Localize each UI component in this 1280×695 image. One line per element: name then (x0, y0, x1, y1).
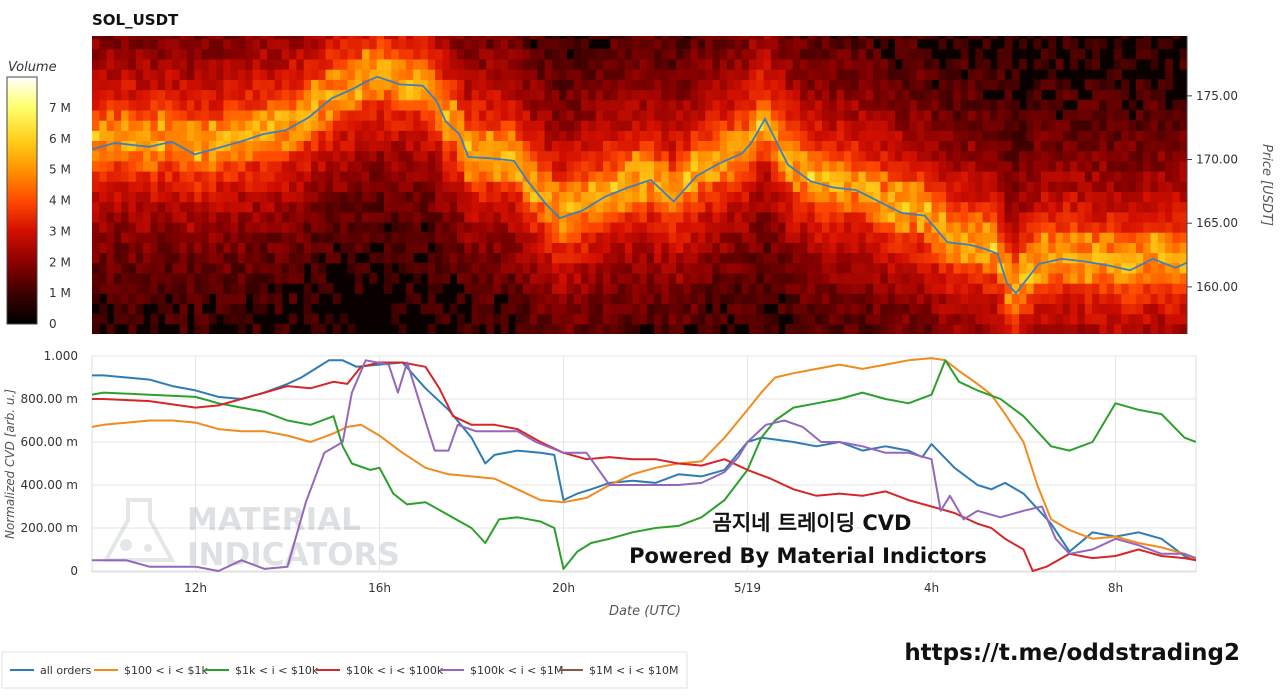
legend-item[interactable]: $10k < i < $100k (316, 664, 444, 677)
colorbar-tick-label: 6 M (49, 132, 71, 146)
heatmap-y-tick-label: 175.00 (1196, 89, 1238, 103)
cvd-y-tick-label: 400.00 m (21, 478, 79, 492)
cvd-x-tick-label: 4h (924, 581, 939, 595)
colorbar-tick-label: 3 M (49, 224, 71, 238)
legend-label: $10k < i < $100k (346, 664, 444, 677)
cvd-series-line (92, 359, 1196, 570)
heatmap-title: SOL_USDT (92, 11, 179, 29)
colorbar-tick-label: 7 M (49, 101, 71, 115)
legend-item[interactable]: $1k < i < $10k (205, 664, 319, 677)
cvd-series-line (92, 357, 1196, 562)
colorbar (6, 76, 38, 325)
heatmap-y-label: Price [USDT] (1259, 144, 1274, 226)
legend-label: all orders (40, 664, 92, 677)
cvd-series-line (92, 361, 1196, 572)
colorbar-ticks: 0 1 M 2 M 3 M 4 M 5 M 6 M 7 M (49, 101, 71, 331)
cvd-x-tick-label: 20h (552, 581, 575, 595)
legend: all orders $100 < i < $1k $1k < i < $10k $1… (10, 664, 678, 677)
heatmap-y-tick-label: 165.00 (1196, 216, 1238, 230)
flask-logo-icon (102, 498, 176, 562)
watermark-line1: MATERIAL (187, 502, 361, 538)
colorbar-tick-label: 1 M (49, 286, 71, 300)
cvd-y-tick-label: 1.000 (44, 349, 78, 363)
cvd-series-lines (92, 357, 1196, 572)
cvd-x-tick-label: 12h (184, 581, 207, 595)
colorbar-title: Volume (8, 60, 57, 75)
price-line (92, 75, 1187, 295)
heatmap-y-tick-label: 160.00 (1196, 280, 1238, 294)
cvd-y-tick-label: 200.00 m (21, 521, 79, 535)
cvd-plot-area (91, 355, 1197, 573)
colorbar-tick-label: 5 M (49, 163, 71, 177)
legend-label: $100k < i < $1M (470, 664, 563, 677)
cvd-x-ticks: 12h 16h 20h 5/19 4h 8h (184, 581, 1123, 595)
colorbar-tick-label: 0 (49, 317, 57, 331)
legend-item[interactable]: $100k < i < $1M (440, 664, 563, 677)
cvd-x-label: Date (UTC) (609, 604, 681, 619)
colorbar-tick-label: 4 M (49, 194, 71, 208)
telegram-link[interactable]: https://t.me/oddstrading2 (904, 640, 1240, 666)
cvd-y-tick-label: 0 (70, 564, 78, 578)
legend-label: $1M < i < $10M (589, 664, 678, 677)
legend-item[interactable]: $100 < i < $1k (94, 664, 208, 677)
cvd-y-ticks: 0 200.00 m 400.00 m 600.00 m 800.00 m 1.000 (21, 349, 79, 578)
cvd-x-tick-label: 5/19 (734, 581, 761, 595)
cvd-series-line (92, 359, 1196, 572)
legend-label: $1k < i < $10k (235, 664, 319, 677)
colorbar-tick-label: 2 M (49, 255, 71, 269)
cvd-y-label: Normalized CVD [arb. u.] (3, 389, 17, 539)
cvd-y-tick-label: 600.00 m (21, 435, 79, 449)
heatmap-y-ticks: 160.00 165.00 170.00 175.00 (1187, 89, 1238, 294)
cvd-x-tick-label: 16h (368, 581, 391, 595)
legend-item[interactable]: $1M < i < $10M (559, 664, 678, 677)
legend-item[interactable]: all orders (10, 664, 92, 677)
overlay-korean-title: 곰지네 트레이딩 CVD (713, 511, 912, 535)
cvd-y-tick-label: 800.00 m (21, 392, 79, 406)
cvd-x-tick-label: 8h (1108, 581, 1123, 595)
cvd-series-line (92, 359, 1196, 562)
legend-label: $100 < i < $1k (124, 664, 208, 677)
heatmap-cells (92, 36, 1187, 334)
overlay-powered-by: Powered By Material Indictors (629, 544, 987, 568)
watermark-line2: INDICATORS (187, 537, 400, 573)
heatmap-y-tick-label: 170.00 (1196, 153, 1238, 167)
